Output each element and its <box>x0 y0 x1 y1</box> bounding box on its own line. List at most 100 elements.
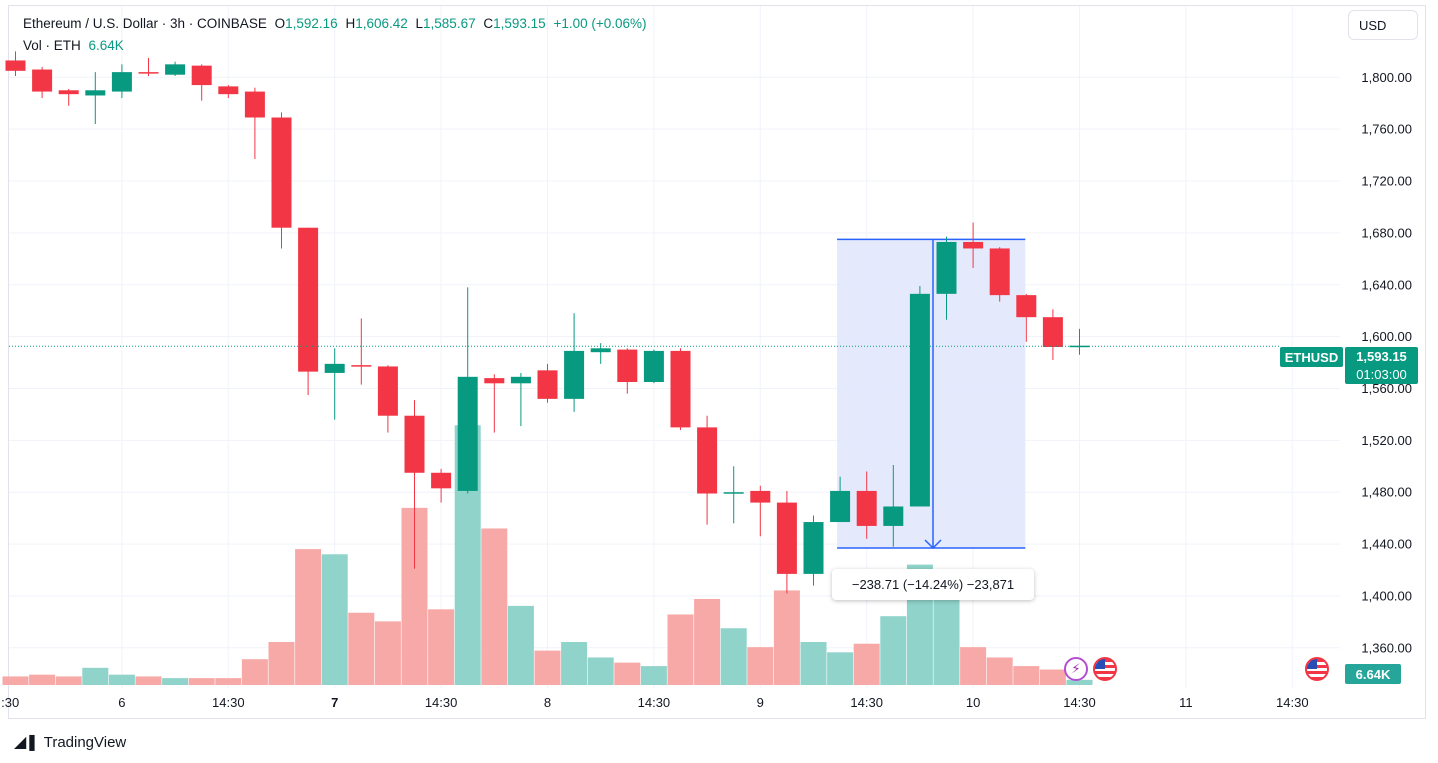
price-tick-label: 1,360.00 <box>1361 640 1412 655</box>
candle-body <box>883 506 904 526</box>
candle-body <box>590 348 611 353</box>
us-flag-event-icon[interactable] <box>1305 657 1329 681</box>
volume-bar <box>507 605 534 685</box>
time-tick-label: 7 <box>331 695 338 710</box>
measure-label: −238.71 (−14.24%) −23,871 <box>832 569 1034 600</box>
volume-label: Vol · ETH <box>23 38 81 53</box>
price-tick-label: 1,680.00 <box>1361 225 1412 240</box>
brand[interactable]: ◢❚ TradingView <box>14 732 126 752</box>
time-tick-label: 14:30 <box>1063 695 1096 710</box>
candle-body <box>32 69 53 92</box>
volume-legend[interactable]: Vol · ETH 6.64K <box>23 38 128 53</box>
volume-bar <box>1066 679 1093 685</box>
symbol-price-tag: ETHUSD <box>1280 347 1343 367</box>
flag-canton <box>1307 659 1317 669</box>
flag-canton <box>1095 659 1105 669</box>
symbol-title: Ethereum / U.S. Dollar · 3h · COINBASE <box>23 16 267 31</box>
candle-body <box>85 90 106 96</box>
candle-body <box>431 472 452 489</box>
volume-bar <box>321 554 348 685</box>
last-price-value: 1,593.15 <box>1356 349 1407 364</box>
time-tick-label: 14:30 <box>425 695 458 710</box>
volume-bar <box>960 647 987 685</box>
candle-body <box>617 349 638 383</box>
time-tick-label: 10 <box>966 695 980 710</box>
price-tick-label: 1,640.00 <box>1361 277 1412 292</box>
volume-bar <box>853 643 880 685</box>
candle <box>830 476 851 523</box>
volume-bar <box>1039 669 1066 685</box>
candle <box>883 464 904 547</box>
candle <box>165 61 186 77</box>
candle-body <box>5 60 26 71</box>
candle-body <box>856 490 877 526</box>
candle-body <box>670 350 691 428</box>
volume-bar <box>2 676 29 685</box>
candle-body <box>909 293 930 507</box>
us-flag-event-icon[interactable] <box>1093 657 1117 681</box>
candle-body <box>697 427 718 494</box>
lightning-event-icon[interactable]: ⚡ <box>1064 657 1088 681</box>
price-axis[interactable]: 1,360.00 1,400.00 1,440.00 1,480.00 1,520.00… <box>1361 70 1412 655</box>
volume-bar <box>374 621 401 685</box>
brand-name: TradingView <box>43 733 127 751</box>
candle <box>670 348 691 430</box>
candle <box>5 51 26 77</box>
ohlc-close: C1,593.15 <box>483 16 546 31</box>
volume-bar <box>241 659 268 685</box>
volume-bar <box>747 647 774 685</box>
time-tick-label: 11 <box>1179 695 1193 710</box>
candle-body <box>723 492 744 494</box>
last-price-tag: 1,593.15 01:03:00 <box>1345 347 1418 384</box>
price-change: +1.00 (+0.06%) <box>553 16 647 31</box>
candle <box>643 349 664 384</box>
time-axis[interactable]: :30 6 14:30 7 14:30 8 14:30 9 14:30 10 14:30 11 14:3… <box>1 695 1308 710</box>
candle-body <box>484 378 505 384</box>
chart-frame <box>8 5 1426 719</box>
ohlc-open: O1,592.16 <box>274 16 338 31</box>
bar-countdown: 01:03:00 <box>1356 367 1407 382</box>
volume-bar <box>55 676 82 685</box>
time-tick-label: 14:30 <box>212 695 245 710</box>
volume-bar <box>215 678 242 685</box>
volume-tag: 6.64K <box>1345 664 1401 684</box>
candle <box>856 471 877 539</box>
price-tick-label: 1,440.00 <box>1361 537 1412 552</box>
candle-body <box>271 117 292 228</box>
symbol-legend[interactable]: Ethereum / U.S. Dollar · 3h · COINBASE O… <box>23 16 651 31</box>
candle-body <box>989 248 1010 296</box>
candle <box>963 222 984 268</box>
candle-body <box>830 490 851 523</box>
price-tick-label: 1,720.00 <box>1361 174 1412 189</box>
candle-body <box>457 376 478 491</box>
candle <box>1016 293 1037 342</box>
candle-body <box>218 86 239 95</box>
volume-bar <box>108 674 135 685</box>
volume-bar <box>534 650 561 685</box>
candle <box>431 468 452 503</box>
time-tick-label: 14:30 <box>1276 695 1309 710</box>
candle <box>138 57 159 77</box>
candle-body <box>776 502 797 574</box>
candle <box>351 318 372 385</box>
candle <box>244 87 265 159</box>
time-tick-label: 6 <box>118 695 125 710</box>
candle <box>564 313 585 412</box>
candle <box>776 490 797 594</box>
volume-bar <box>827 652 854 685</box>
currency-button[interactable]: USD <box>1348 10 1418 40</box>
candle <box>324 348 345 420</box>
candle-body <box>1016 295 1037 318</box>
measure-arrow-head <box>924 539 942 550</box>
volume-bar <box>135 676 162 685</box>
candle <box>298 227 319 395</box>
candle <box>617 348 638 394</box>
candle-body <box>963 241 984 249</box>
tradingview-logo-icon: ◢❚ <box>14 734 39 751</box>
time-tick-label: 8 <box>544 695 551 710</box>
candle <box>909 286 930 507</box>
candle-body <box>643 350 664 383</box>
candles <box>5 51 1090 594</box>
candle <box>537 363 558 403</box>
